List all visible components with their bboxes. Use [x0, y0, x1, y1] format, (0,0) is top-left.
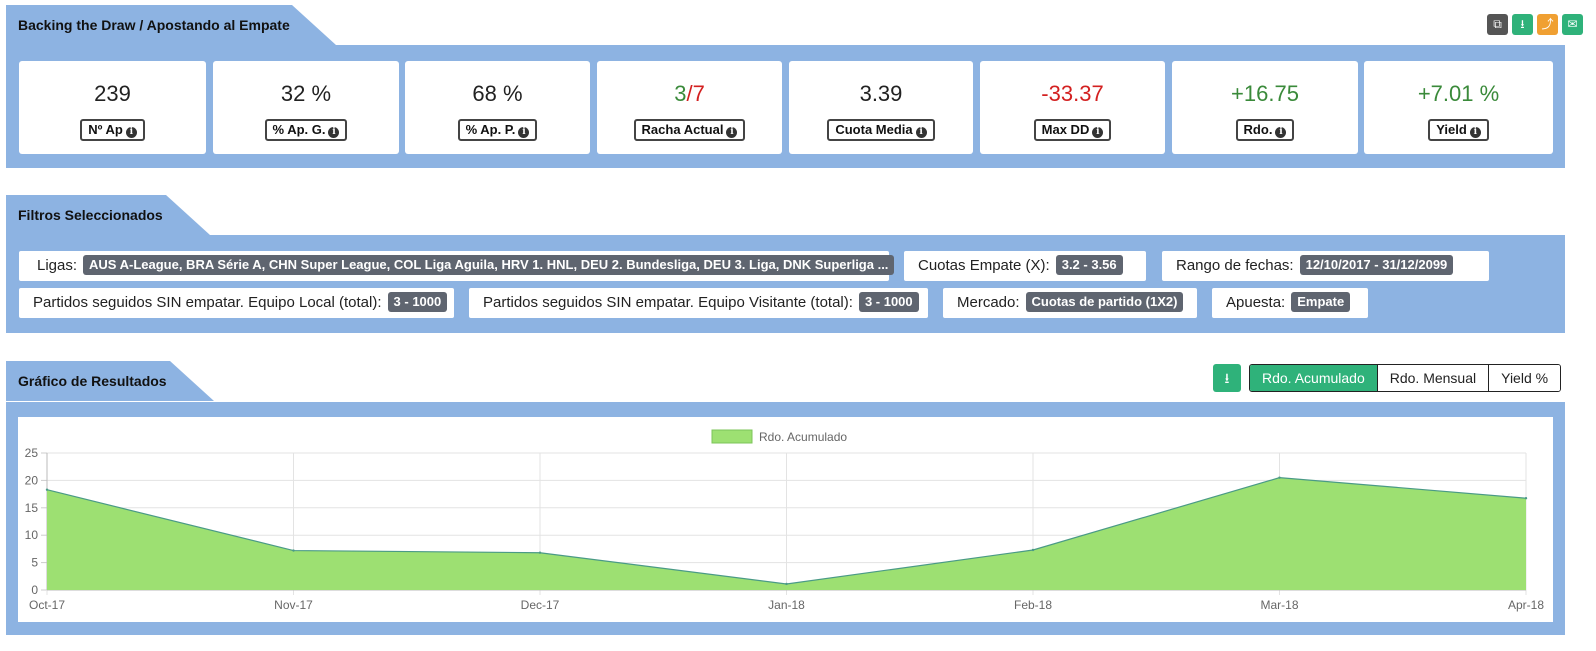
x-tick-label: Nov-17 — [274, 598, 313, 612]
stat-value: 68 % — [472, 81, 523, 106]
stat-card-num-bets: 239 Nº Ap i — [19, 61, 206, 154]
y-tick-label: 25 — [25, 446, 39, 460]
x-tick-label: Oct-17 — [29, 598, 65, 612]
info-icon: i — [726, 127, 738, 138]
filter-badge: Cuotas de partido (1X2) — [1025, 292, 1184, 312]
section-tab-filters: Filtros Seleccionados — [6, 195, 210, 235]
data-point — [45, 488, 49, 491]
results-title: Gráfico de Resultados — [18, 373, 167, 389]
stat-label[interactable]: Yield i — [1428, 119, 1489, 141]
stat-card-result: +16.75 Rdo. i — [1172, 61, 1358, 154]
area-fill — [47, 477, 1526, 590]
info-icon: i — [1275, 127, 1287, 138]
filter-home-streak: Partidos seguidos SIN empatar. Equipo Lo… — [19, 288, 454, 318]
data-point — [785, 582, 788, 586]
y-tick-label: 10 — [25, 528, 39, 542]
stat-label[interactable]: Nº Ap i — [80, 119, 145, 141]
legend-label: Rdo. Acumulado — [759, 430, 847, 444]
filter-badge: 3.2 - 3.56 — [1055, 255, 1123, 275]
filter-bet: Apuesta: Empate — [1212, 288, 1368, 318]
filter-badge: Empate — [1291, 292, 1351, 312]
y-tick-label: 15 — [25, 501, 39, 515]
stat-label[interactable]: Rdo. i — [1235, 119, 1295, 141]
filters-title: Filtros Seleccionados — [18, 207, 163, 223]
stat-card-streak: 3/7 Racha Actual i — [597, 61, 782, 154]
email-icon[interactable]: ✉ — [1562, 14, 1583, 35]
page-title: Backing the Draw / Apostando al Empate — [18, 17, 290, 33]
filter-away-streak: Partidos seguidos SIN empatar. Equipo Vi… — [469, 288, 928, 318]
stat-label[interactable]: Racha Actual i — [633, 119, 746, 141]
tab-yield[interactable]: Yield % — [1488, 365, 1561, 391]
section-tab-summary: Backing the Draw / Apostando al Empate — [6, 5, 336, 45]
download-icon: ⭳ — [1224, 370, 1230, 386]
filter-market: Mercado: Cuotas de partido (1X2) — [943, 288, 1197, 318]
y-tick-label: 0 — [31, 583, 38, 597]
x-tick-label: Dec-17 — [521, 598, 560, 612]
filter-draw-odds: Cuotas Empate (X): 3.2 - 3.56 — [904, 251, 1146, 281]
data-point — [538, 551, 542, 554]
data-point — [1524, 497, 1528, 500]
section-tab-results: Gráfico de Resultados — [6, 361, 214, 401]
filter-badge: 3 - 1000 — [387, 292, 448, 312]
info-icon: i — [915, 127, 927, 138]
info-icon: i — [1092, 127, 1104, 138]
filter-date-range: Rango de fechas: 12/10/2017 - 31/12/2099 — [1162, 251, 1489, 281]
stat-label[interactable]: Cuota Media i — [827, 119, 935, 141]
filters-panel — [6, 235, 1565, 333]
chart-mode-toggle: Rdo. Acumulado Rdo. Mensual Yield % — [1249, 364, 1562, 392]
x-tick-label: Mar-18 — [1260, 598, 1298, 612]
info-icon: i — [328, 127, 340, 138]
stat-value: -33.37 — [1041, 81, 1104, 106]
legend-swatch — [711, 429, 753, 444]
info-icon: i — [1469, 127, 1481, 138]
filter-badge: AUS A-League, BRA Série A, CHN Super Lea… — [83, 255, 895, 275]
data-point — [1031, 548, 1035, 552]
x-tick-label: Jan-18 — [768, 598, 805, 612]
stat-label[interactable]: % Ap. G. i — [264, 119, 348, 141]
info-icon: i — [125, 127, 137, 138]
data-point — [292, 549, 295, 552]
download-icon[interactable]: ⭳ — [1512, 14, 1533, 35]
filter-leagues: Ligas: AUS A-League, BRA Série A, CHN Sup… — [19, 251, 895, 281]
stat-label[interactable]: % Ap. P. i — [457, 119, 538, 141]
chart-download-button[interactable]: ⭳ — [1213, 364, 1241, 392]
stat-card-avg-odds: 3.39 Cuota Media i — [789, 61, 973, 154]
stat-card-win-pct: 32 % % Ap. G. i — [213, 61, 399, 154]
stat-card-yield: +7.01 % Yield i — [1364, 61, 1553, 154]
stat-card-max-dd: -33.37 Max DD i — [980, 61, 1165, 154]
info-icon: i — [518, 127, 530, 138]
stat-value: +16.75 — [1231, 81, 1299, 106]
stat-value: 3/7 — [674, 81, 705, 106]
tab-rdo-acumulado[interactable]: Rdo. Acumulado — [1250, 365, 1377, 391]
stat-value: 239 — [94, 81, 131, 106]
stat-value: 32 % — [280, 81, 332, 106]
share-icon[interactable]: ⤴ — [1537, 14, 1558, 35]
x-tick-label: Apr-18 — [1508, 598, 1544, 612]
header-toolbar: ⧉ ⭳ ⤴ ✉ — [1487, 14, 1583, 35]
chart-container: 0 5 10 15 20 25 Oct-17 Nov-17 Dec-17 Jan-18 Feb-18… — [18, 417, 1553, 622]
data-point — [1278, 476, 1281, 479]
x-tick-label: Feb-18 — [1014, 598, 1052, 612]
filter-badge: 12/10/2017 - 31/12/2099 — [1299, 255, 1454, 275]
stat-card-loss-pct: 68 % % Ap. P. i — [405, 61, 590, 154]
results-chart: 0 5 10 15 20 25 Oct-17 Nov-17 Dec-17 Jan-18 Feb-18… — [25, 429, 1544, 612]
tab-rdo-mensual[interactable]: Rdo. Mensual — [1376, 365, 1489, 391]
copy-icon[interactable]: ⧉ — [1487, 14, 1508, 35]
stat-value: +7.01 % — [1417, 81, 1500, 106]
filter-badge: 3 - 1000 — [858, 292, 919, 312]
y-tick-label: 20 — [25, 473, 39, 487]
y-tick-label: 5 — [31, 556, 38, 570]
stat-value: 3.39 — [859, 81, 903, 106]
stat-label[interactable]: Max DD i — [1033, 119, 1112, 141]
